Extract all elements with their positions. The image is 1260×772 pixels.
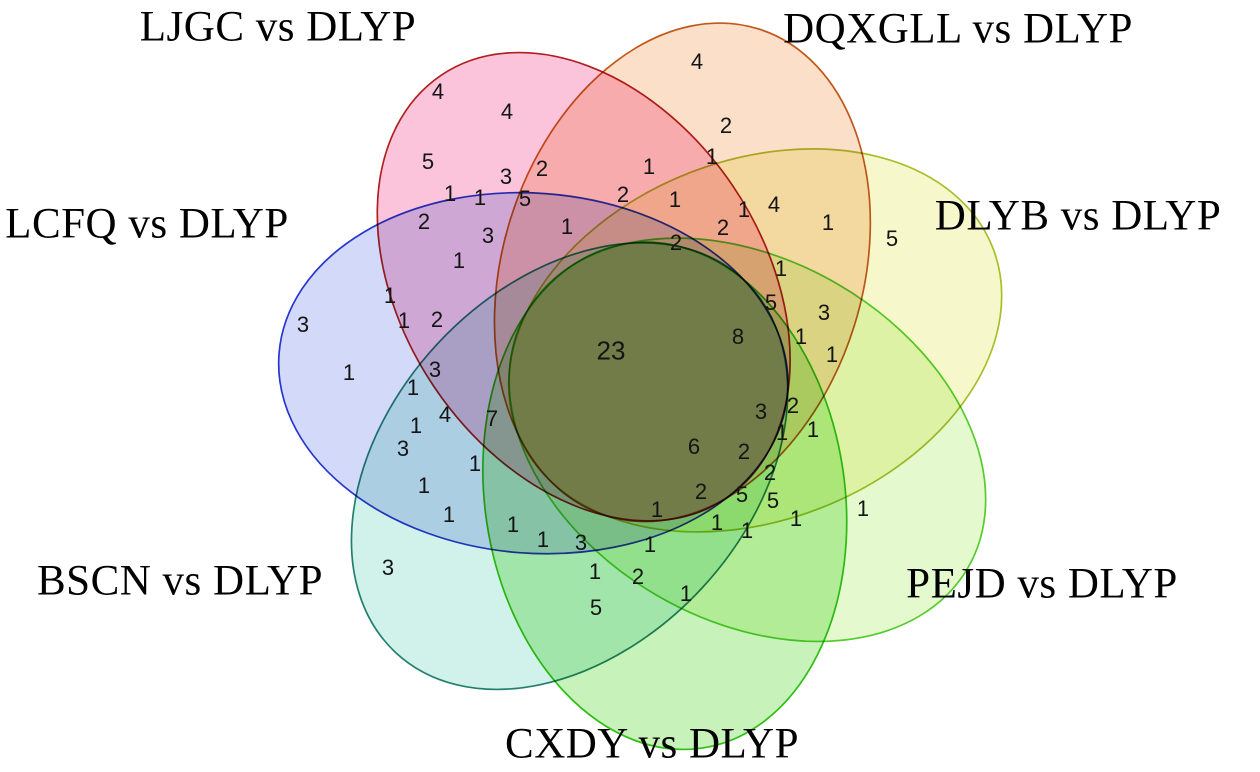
venn-ellipse-lcfq [277, 191, 789, 555]
